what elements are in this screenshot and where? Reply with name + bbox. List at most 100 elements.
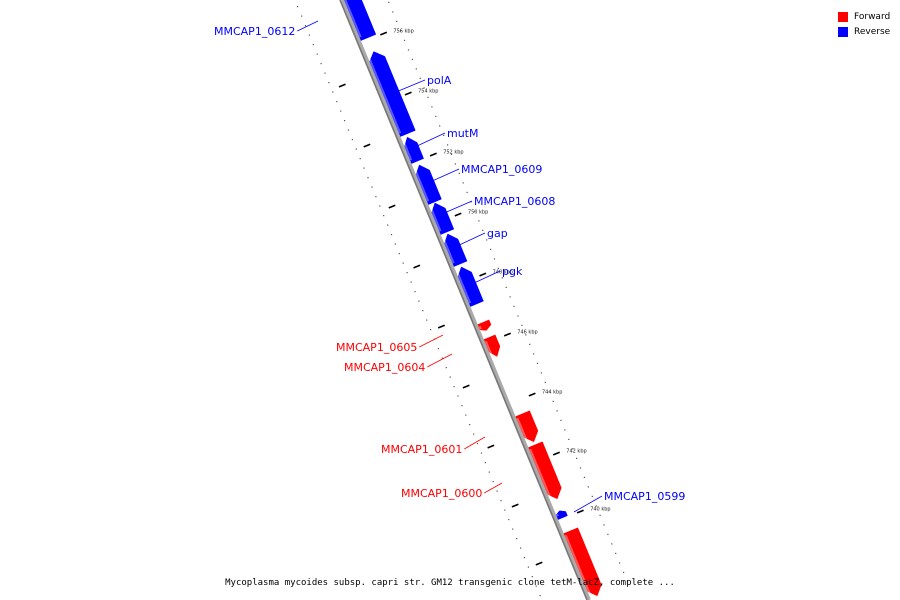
tick-dot [505,286,507,288]
tick-dot [426,319,428,321]
label-connector [464,436,486,450]
gene-highlight [484,340,493,356]
tick-dot [406,272,408,274]
tick-dot [465,414,467,416]
gene-label[interactable]: pgk [502,265,523,278]
tick-dot [435,115,437,117]
tick-dot [449,376,451,378]
gene-label[interactable]: MMCAP1_0599 [604,490,685,503]
tick-dot [461,405,463,407]
tick-dot [297,6,299,8]
tick-dot [500,500,502,502]
tick-dot [517,315,519,317]
tick-dot [473,433,475,435]
gene-label[interactable]: MMCAP1_0608 [474,195,555,208]
gene-highlight [442,237,455,264]
tick-dot [488,471,490,473]
major-tick-left [437,324,445,329]
tick-label: 746 kbp [517,329,537,335]
gene-label[interactable]: MMCAP1_0609 [461,163,542,176]
tick-dot [531,576,533,578]
gene-highlight [367,55,402,134]
legend-swatch-forward [838,11,848,22]
gene-arrow[interactable] [457,266,484,308]
legend: Forward Reverse [838,9,890,39]
gene-arrow[interactable] [555,510,568,521]
tick-dot [521,324,523,326]
gene-arrow[interactable] [403,136,424,165]
tick-dot [512,528,514,530]
tick-dot [447,144,449,146]
tick-dot [403,39,406,41]
tick-dot [312,44,314,46]
major-tick-right [552,451,561,456]
tick-dot [474,210,476,212]
tick-dot [418,300,420,302]
gene-highlight [516,417,528,442]
gene-arrow[interactable] [415,164,442,206]
tick-dot [308,34,310,36]
tick-label: 752 kbp [443,149,463,155]
tick-dot [351,139,353,141]
gene-highlight [529,448,552,499]
tick-dot [431,106,433,108]
gene-label[interactable]: MMCAP1_0600 [401,487,482,500]
gene-arrow[interactable] [368,51,416,138]
label-connector [395,79,426,93]
legend-item-forward: Forward [838,9,890,24]
tick-dot [552,400,554,402]
tick-dot [457,395,459,397]
tick-dot [363,167,365,169]
tick-dot [544,381,546,383]
major-tick-left [511,503,519,508]
gene-highlight [564,534,592,596]
tick-dot [501,277,503,279]
tick-label: 754 kbp [418,88,438,94]
major-tick-left [462,384,470,389]
tick-dot [587,486,589,488]
tick-dot [493,258,496,260]
gene-label[interactable]: MMCAP1_0612 [214,25,295,38]
tick-dot [398,253,400,255]
tick-dot [332,91,334,93]
tick-dot [324,72,326,74]
major-tick-right [379,31,388,36]
tick-dot [423,87,425,89]
tick-dot [340,110,342,112]
backbone-shadow [340,0,591,600]
gene-label[interactable]: mutM [447,127,479,140]
gene-label[interactable]: MMCAP1_0605 [336,341,417,354]
tick-dot [611,543,613,545]
tick-dot [439,125,441,127]
major-ticks: 756 kbp 754 kbp 752 kbp 750 kbp 748 kbp 746 k… [338,28,611,566]
legend-label-reverse: Reverse [854,26,891,37]
tick-dot [407,49,410,51]
major-tick-right [503,332,512,337]
tick-dot [320,63,322,65]
gene-label[interactable]: MMCAP1_0604 [344,361,425,374]
gene-arrow[interactable] [338,0,377,42]
tick-dot [410,281,412,283]
tick-dot [347,129,350,131]
label-connector [429,168,460,183]
tick-dot [427,96,429,98]
tick-dot [336,101,338,103]
tick-dot [623,571,625,573]
tick-dot [419,77,421,79]
tick-label: 750 kbp [468,209,488,215]
major-tick-left [413,264,421,269]
tick-dot [497,267,499,269]
tick-dot [462,182,464,184]
tick-dot [539,595,541,597]
tick-dot [301,15,303,17]
tick-dot [390,234,393,236]
gene-label[interactable]: MMCAP1_0601 [381,443,462,456]
tick-dot [619,562,621,564]
tick-dot [445,367,447,369]
tick-dot [540,372,542,374]
gene-label[interactable]: polA [427,74,452,87]
gene-label[interactable]: gap [487,227,508,240]
tick-dot [520,547,522,549]
label-connector [419,334,444,348]
